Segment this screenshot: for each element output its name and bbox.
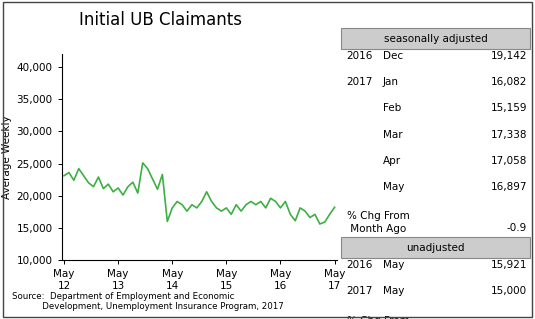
Text: Initial UB Claimants: Initial UB Claimants xyxy=(79,11,242,29)
Text: 16,897: 16,897 xyxy=(491,182,527,192)
Text: Jan: Jan xyxy=(383,77,399,87)
Text: -0.9: -0.9 xyxy=(507,223,527,233)
Text: 17,338: 17,338 xyxy=(491,130,527,139)
Text: 19,142: 19,142 xyxy=(491,51,527,61)
Text: 2017: 2017 xyxy=(347,286,373,296)
Text: 17,058: 17,058 xyxy=(491,156,527,166)
Text: 15,921: 15,921 xyxy=(491,260,527,270)
Text: 16,082: 16,082 xyxy=(491,77,527,87)
Y-axis label: Average Weekly: Average Weekly xyxy=(2,115,12,199)
Text: 2017: 2017 xyxy=(347,77,373,87)
Text: seasonally adjusted: seasonally adjusted xyxy=(384,33,487,44)
Text: % Chg From
  Year Ago: % Chg From Year Ago xyxy=(347,315,409,319)
Text: % Chg From
 Month Ago: % Chg From Month Ago xyxy=(347,211,409,234)
Text: Source:  Department of Employment and Economic
           Development, Unemploym: Source: Department of Employment and Eco… xyxy=(12,292,284,311)
Text: May: May xyxy=(383,182,404,192)
Text: Mar: Mar xyxy=(383,130,402,139)
Text: 15,159: 15,159 xyxy=(491,103,527,113)
Text: 2016: 2016 xyxy=(347,51,373,61)
Text: Apr: Apr xyxy=(383,156,401,166)
Text: 2016: 2016 xyxy=(347,260,373,270)
Text: Dec: Dec xyxy=(383,51,403,61)
Text: unadjusted: unadjusted xyxy=(406,243,465,253)
Text: 15,000: 15,000 xyxy=(491,286,527,296)
Text: May: May xyxy=(383,260,404,270)
Text: Feb: Feb xyxy=(383,103,401,113)
Text: May: May xyxy=(383,286,404,296)
